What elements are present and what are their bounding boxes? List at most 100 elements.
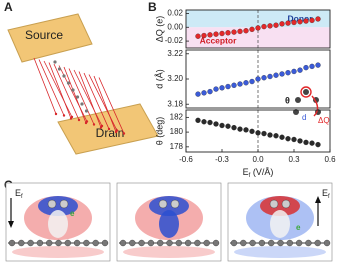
panel-a: Source Drain [7, 13, 159, 155]
point [267, 132, 273, 138]
field-arrow [83, 72, 110, 130]
point [261, 75, 267, 81]
density-map [5, 182, 111, 262]
point [315, 141, 321, 148]
point [267, 73, 273, 80]
arrow-head [84, 121, 88, 125]
density-map [116, 182, 222, 262]
atom [66, 81, 71, 85]
atom [119, 239, 127, 247]
point [225, 83, 231, 90]
arrow-head [54, 112, 58, 116]
arrow-head [122, 132, 126, 135]
inset-atom [303, 89, 309, 95]
point [315, 62, 321, 68]
atom [286, 239, 293, 247]
arrow-head [62, 114, 66, 117]
atom [36, 239, 44, 247]
y-tick-label: 0.02 [167, 9, 183, 18]
atom [170, 199, 180, 209]
inset-atom [295, 97, 301, 103]
atom [147, 239, 155, 247]
point [225, 30, 231, 36]
inset-charge [300, 86, 312, 98]
atom [269, 199, 279, 209]
subplot: 178 180 182 θ (deg) -0.6 -0.3 0.0 0.3 0.6 Ef (V/Å… [154, 109, 336, 179]
x-tick-label: -0.6 [179, 155, 193, 164]
field-main: E [15, 188, 21, 198]
x-label-unit: (V/Å) [250, 167, 273, 177]
point [309, 17, 315, 24]
x-label-main: E [243, 167, 249, 177]
point [261, 23, 267, 30]
atom [258, 239, 266, 247]
lobe [38, 196, 78, 216]
point [291, 19, 297, 26]
y-tick-label: 3.18 [167, 99, 183, 108]
atom [8, 239, 16, 247]
atom [138, 239, 145, 247]
point [219, 30, 225, 37]
point [207, 32, 213, 38]
atom [62, 74, 66, 78]
atom [46, 239, 53, 247]
field-arrow [88, 74, 118, 131]
density-map [227, 182, 333, 262]
atom [27, 239, 34, 247]
point [213, 31, 219, 37]
lobe [123, 246, 215, 258]
atom [129, 239, 136, 247]
atom [59, 199, 69, 209]
atom [249, 239, 256, 247]
annotation: Acceptor [200, 35, 238, 45]
lobe [149, 196, 189, 216]
field-arrow [48, 62, 72, 119]
lobe [260, 196, 300, 216]
y-tick-label: -0.02 [165, 36, 184, 45]
point [267, 23, 273, 29]
point [279, 71, 285, 77]
point [243, 80, 249, 86]
y-tick-label: 3.22 [167, 49, 183, 58]
point [201, 90, 207, 96]
point [219, 85, 225, 91]
panel-label: A [4, 0, 13, 14]
point [309, 140, 315, 146]
x-label-sub: f [249, 173, 251, 179]
field-arrow [78, 71, 102, 128]
point [237, 126, 243, 132]
inset-label: ΔQ [318, 116, 330, 125]
electron-label: e [296, 223, 301, 232]
point [303, 139, 309, 146]
x-tick-label: -0.3 [215, 155, 229, 164]
atom [277, 239, 284, 247]
point [207, 119, 213, 126]
point [255, 130, 261, 136]
field-label: Ef [322, 188, 330, 199]
arrow-head [69, 117, 73, 120]
atom [314, 239, 321, 247]
point [249, 128, 255, 135]
atom [71, 88, 75, 92]
y-tick-label: 178 [170, 142, 184, 151]
source-slab [7, 13, 93, 63]
point [231, 125, 237, 131]
arrow-head [77, 118, 81, 122]
frame [185, 9, 331, 49]
arrow-head [92, 123, 96, 126]
atom [101, 239, 109, 247]
point [195, 117, 201, 123]
point [195, 91, 201, 97]
field-label: Ef [15, 188, 23, 199]
atom [83, 239, 90, 247]
atom [203, 239, 210, 247]
atom [47, 199, 57, 209]
x-tick-label: 0.0 [252, 155, 264, 164]
arrow-head [315, 196, 321, 203]
atom [80, 102, 84, 106]
x-axis-label: Ef (V/Å) [243, 167, 274, 178]
point [291, 68, 297, 75]
arrow-head [114, 130, 118, 134]
